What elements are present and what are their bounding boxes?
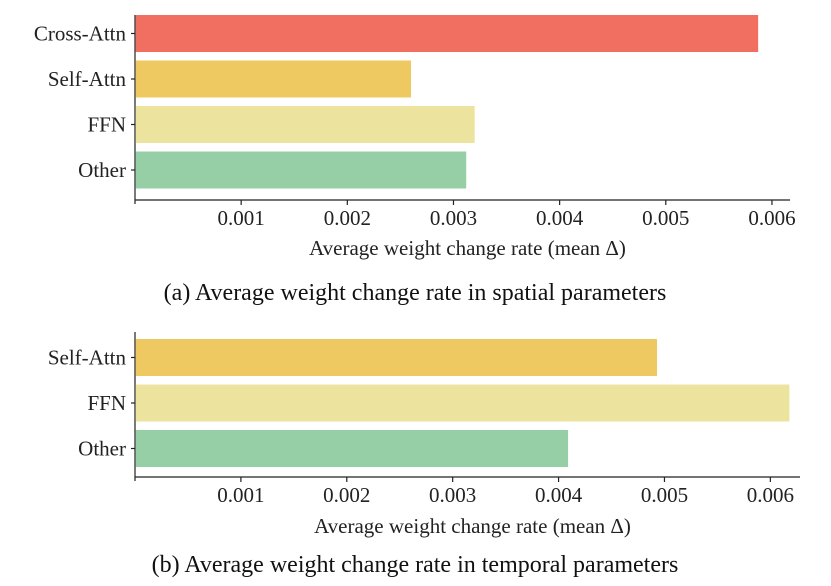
x-tick-label: 0.004 xyxy=(536,206,584,230)
bar-ffn xyxy=(135,106,475,143)
category-label: Other xyxy=(78,437,126,461)
category-label: Cross-Attn xyxy=(34,22,127,46)
bar-self-attn xyxy=(135,339,658,376)
x-tick-label: 0.004 xyxy=(535,483,583,507)
x-tick-label: 0.001 xyxy=(218,206,265,230)
bar-self-attn xyxy=(135,60,412,98)
category-label: FFN xyxy=(87,113,126,137)
x-tick-label: 0.003 xyxy=(430,206,477,230)
bar-cross-attn xyxy=(135,15,759,52)
x-axis-label: Average weight change rate (mean Δ) xyxy=(314,514,631,538)
panel-spatial: Cross-Attn Self-Attn FFN Other 0.001 0.002 0.0… xyxy=(34,15,796,306)
bar-other xyxy=(135,151,467,189)
x-tick-label: 0.003 xyxy=(429,483,476,507)
x-tick-label: 0.001 xyxy=(217,483,264,507)
x-tick-label: 0.002 xyxy=(324,206,371,230)
panel-temporal: Self-Attn FFN Other 0.001 0.002 0.003 0.004 0.0… xyxy=(48,332,800,578)
x-tick-label: 0.002 xyxy=(323,483,370,507)
category-label: Self-Attn xyxy=(48,67,127,91)
caption-spatial: (a) Average weight change rate in spatia… xyxy=(164,280,667,306)
x-tick-label: 0.006 xyxy=(748,206,795,230)
category-label: FFN xyxy=(87,391,126,415)
caption-temporal: (b) Average weight change rate in tempor… xyxy=(152,552,679,578)
x-tick-label: 0.006 xyxy=(747,483,794,507)
category-label: Self-Attn xyxy=(48,346,127,370)
category-label: Other xyxy=(78,158,126,182)
x-tick-label: 0.005 xyxy=(641,483,688,507)
x-axis-label: Average weight change rate (mean Δ) xyxy=(309,236,626,260)
bar-ffn xyxy=(135,384,790,422)
bar-other xyxy=(135,430,569,467)
x-tick-label: 0.005 xyxy=(642,206,689,230)
